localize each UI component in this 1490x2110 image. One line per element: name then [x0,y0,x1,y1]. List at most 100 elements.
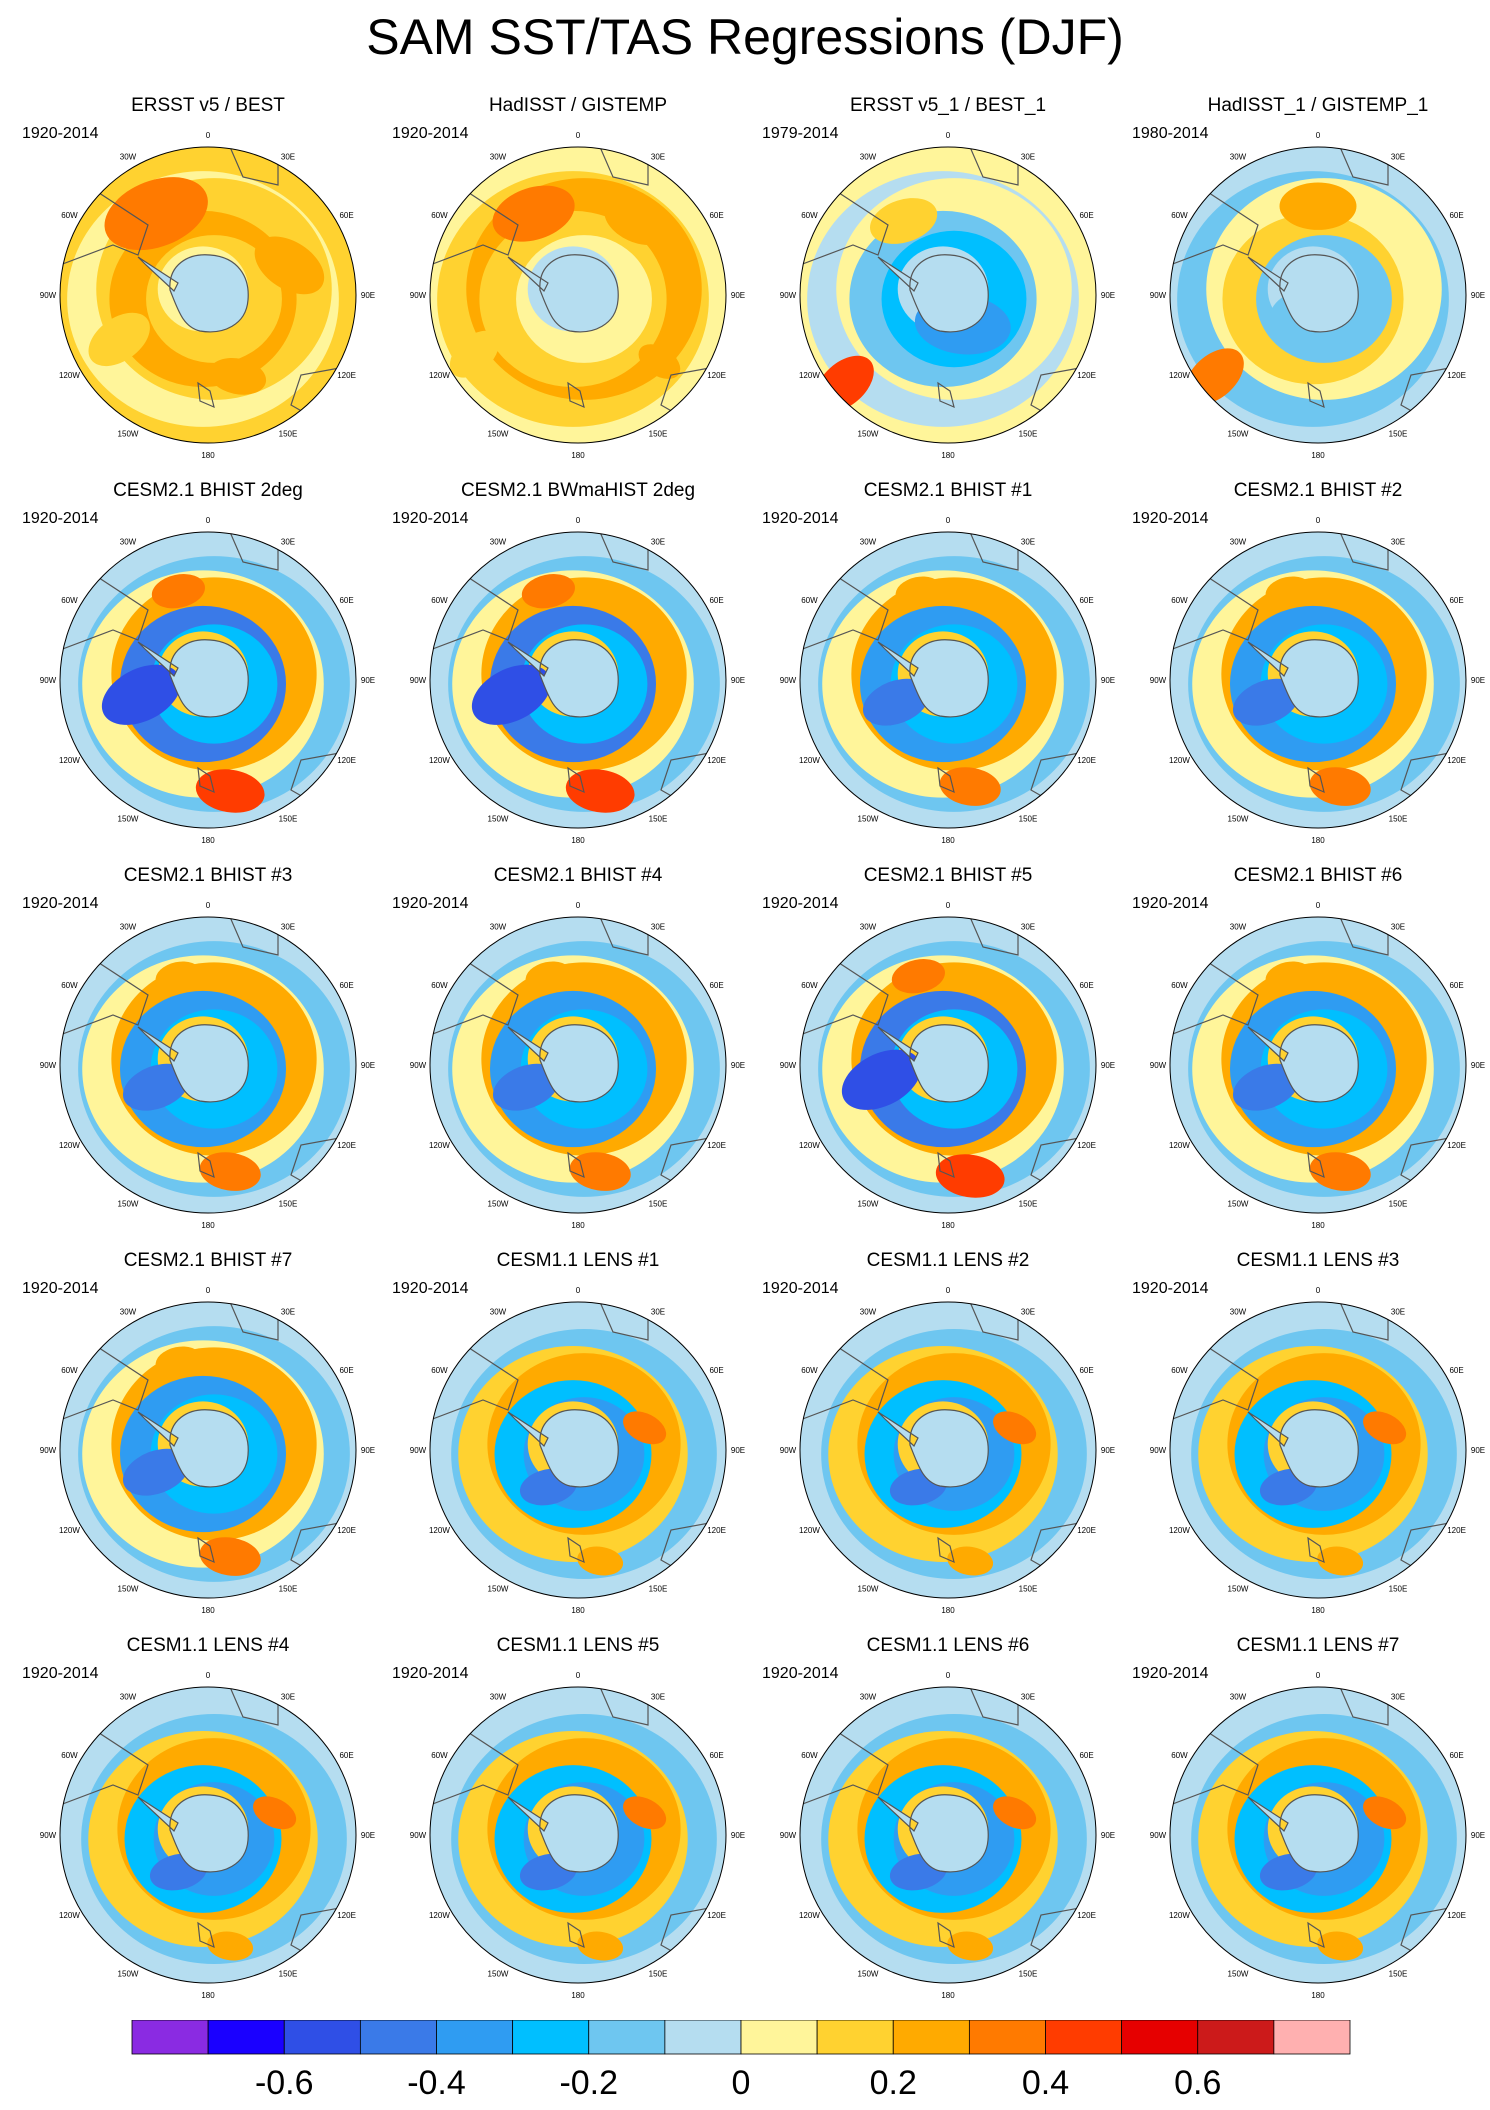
anomaly-region [88,312,150,367]
longitude-label: 90W [410,291,427,300]
new-zealand-outline [1307,1921,1325,1949]
map-panel: CESM1.1 LENS #5 1920-2014 0 30E 60E 90E 120E 15… [392,1635,764,2015]
map-panel: CESM2.1 BHIST #2 1920-2014 0 30E 60E 90E 120E 1… [1132,480,1490,860]
colorbar-swatch [359,2020,437,2055]
longitude-label: 60E [1079,981,1093,990]
longitude-label: 60E [339,981,353,990]
longitude-label: 0 [1316,516,1321,525]
colorbar-tick-label: -0.4 [407,2064,466,2102]
anomaly-region [195,769,265,813]
longitude-label: 90E [361,1446,375,1455]
longitude-label: 120E [707,1526,726,1535]
longitude-label: 0 [206,1671,211,1680]
south-america-outline [800,1341,889,1421]
south-america-outline [60,1341,149,1421]
colorbar-swatch [207,2020,285,2055]
longitude-label: 30E [651,922,665,931]
new-zealand-outline [1307,1536,1325,1564]
panel-period: 1920-2014 [392,510,469,527]
longitude-label: 90W [1150,1061,1167,1070]
map-panel: CESM2.1 BHIST #7 1920-2014 0 30E 60E 90E 120E 1… [22,1250,394,1630]
antarctica-landmass [137,1409,249,1488]
longitude-label: 150E [279,1970,298,1979]
longitude-label: 0 [576,516,581,525]
new-zealand-outline [197,766,215,794]
map-panel: CESM2.1 BHIST #3 1920-2014 0 30E 60E 90E 120E 1… [22,865,394,1245]
colorbar-swatch [588,2020,666,2055]
longitude-label: 60W [801,596,818,605]
longitude-label: 180 [201,1606,215,1615]
anomaly-region [1265,961,1312,991]
longitude-label: 60W [431,211,448,220]
longitude-label: 180 [1311,836,1325,845]
anomaly-region [947,1546,994,1576]
africa-outline [969,1687,1019,1726]
anomaly-region [623,1411,667,1445]
longitude-label: 60E [339,596,353,605]
longitude-label: 90W [410,1061,427,1070]
longitude-label: 30W [120,152,137,161]
longitude-label: 30W [860,922,877,931]
anomaly-region [209,358,267,395]
anomaly-region [565,769,635,813]
antarctica-landmass [1247,1794,1359,1873]
polar-map: 0 30E 60E 90E 120E 150E 180 150W 120W 90W 60W 30W [1150,1671,1485,2000]
anomaly-region [1363,1411,1407,1445]
new-zealand-outline [197,1536,215,1564]
longitude-label: 30E [651,1307,665,1316]
colorbar-swatch [1197,2020,1275,2055]
longitude-label: 120E [1447,1911,1466,1920]
longitude-label: 0 [576,1671,581,1680]
longitude-label: 30W [1230,1307,1247,1316]
longitude-label: 150W [858,1970,879,1979]
longitude-label: 90W [410,1446,427,1455]
longitude-label: 120E [1077,756,1096,765]
anomaly-region [891,959,945,994]
panel-period: 1920-2014 [762,1665,839,1682]
longitude-label: 60E [1079,1751,1093,1760]
map-panel: CESM2.1 BHIST #4 1920-2014 0 30E 60E 90E 120E 1… [392,865,764,1245]
longitude-label: 150E [279,430,298,439]
south-america-outline [800,956,889,1036]
map-panel: ERSST v5_1 / BEST_1 1979-2014 0 30E 60E 90E 12… [762,95,1134,475]
south-america-outline [800,571,889,651]
longitude-label: 30E [1391,152,1405,161]
panel-title: CESM2.1 BHIST #4 [493,865,663,886]
longitude-label: 150W [118,815,139,824]
south-america-outline [430,1726,519,1806]
longitude-label: 120E [337,756,356,765]
south-america-outline [1170,1341,1259,1421]
longitude-label: 120E [337,1141,356,1150]
longitude-label: 90E [1101,1831,1115,1840]
map-panel: CESM2.1 BHIST 2deg 1920-2014 0 30E 60E 90E 120… [22,480,394,860]
panel-title: CESM1.1 LENS #5 [496,1635,660,1656]
anomaly-region [199,1152,261,1191]
panel-period: 1920-2014 [22,1665,99,1682]
anomaly-region [1279,182,1357,230]
polar-map: 0 30E 60E 90E 120E 150E 180 150W 120W 90W 60W 30W [780,1286,1115,1615]
longitude-label: 60E [1449,1751,1463,1760]
polar-map: 0 30E 60E 90E 120E 150E 180 150W 120W 90W 60W 30W [40,1671,375,2000]
anomaly-region [104,177,208,251]
longitude-label: 120W [799,1911,820,1920]
panel-title: CESM1.1 LENS #6 [866,1635,1030,1656]
longitude-label: 60E [1449,1366,1463,1375]
longitude-label: 180 [941,1991,955,2000]
longitude-label: 120W [1169,1911,1190,1920]
longitude-label: 60E [709,1366,723,1375]
colorbar-swatch [1045,2020,1123,2055]
longitude-label: 180 [571,1606,585,1615]
south-america-outline [800,186,889,266]
colorbar-tick-label: 0.6 [1174,2064,1221,2102]
panel-title: CESM2.1 BHIST #5 [863,865,1033,886]
longitude-label: 150E [649,815,668,824]
polar-map: 0 30E 60E 90E 120E 150E 180 150W 120W 90W 60W 30W [410,516,745,845]
anomaly-region [525,961,572,991]
longitude-label: 60E [709,1751,723,1760]
anomaly-region [1232,678,1300,726]
longitude-label: 30W [860,537,877,546]
new-zealand-outline [1307,766,1325,794]
panel-period: 1920-2014 [22,510,99,527]
longitude-label: 120W [429,756,450,765]
longitude-label: 120E [707,1141,726,1150]
